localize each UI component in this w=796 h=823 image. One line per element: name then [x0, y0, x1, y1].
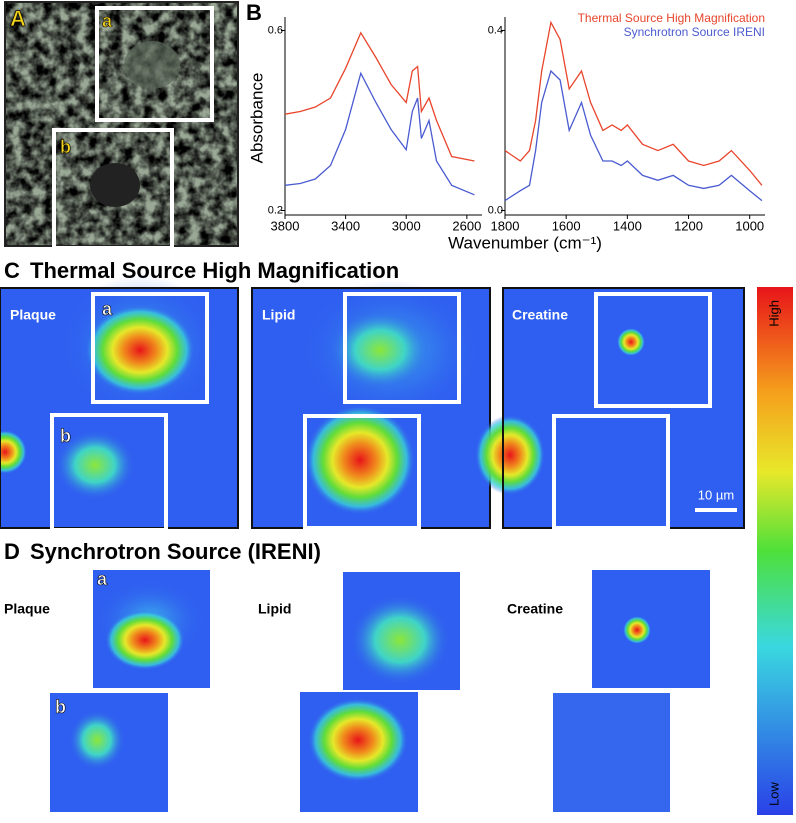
legend-entry: Synchrotron Source IRENI [624, 25, 765, 39]
section-title: Thermal Source High Magnification [30, 258, 399, 283]
section-title: Synchrotron Source (IRENI) [30, 539, 321, 564]
inset-label: a [97, 569, 108, 589]
x-tick-label: 3400 [331, 218, 360, 233]
map-label: Plaque [10, 307, 56, 323]
inset-label: b [60, 426, 71, 446]
y-tick-label: 0.2 [268, 204, 283, 216]
panel-a-image [4, 1, 239, 250]
inset-label: a [102, 11, 113, 31]
x-tick-label: 1800 [491, 218, 520, 233]
inset-label: b [60, 137, 71, 157]
spectrum-line [284, 71, 475, 196]
x-axis-label: Wavenumber (cm⁻¹) [448, 233, 602, 252]
panel-label: A [10, 6, 26, 31]
legend-entry: Thermal Source High Magnification [578, 11, 765, 25]
y-tick-label: 0.0 [488, 204, 503, 216]
panel-label: B [246, 0, 262, 25]
x-tick-label: 1600 [552, 218, 581, 233]
map-label: Lipid [258, 601, 291, 617]
spectra: 0.2 0.6 3800 3400 3000 2600 0.0 0.4 1800 1600 1400… [268, 11, 765, 233]
x-tick-label: 1000 [735, 218, 764, 233]
spectrum-line [504, 20, 763, 186]
inset-label: a [102, 299, 113, 319]
x-tick-label: 3000 [392, 218, 421, 233]
y-tick-label: 0.6 [268, 24, 283, 36]
x-tick-label: 3800 [271, 218, 300, 233]
inset-label: b [55, 697, 66, 717]
map-label: Creatine [512, 307, 568, 323]
heatmap [475, 287, 745, 530]
map-label: Lipid [262, 307, 295, 323]
x-tick-label: 1200 [674, 218, 703, 233]
map-label: Creatine [507, 601, 563, 617]
map-label: Plaque [4, 601, 50, 617]
panel-label: C [4, 258, 20, 283]
colorbar [757, 287, 793, 815]
spectrum-line [284, 31, 475, 162]
y-tick-label: 0.4 [488, 24, 503, 36]
scale-bar-label: 10 µm [698, 487, 734, 502]
x-tick-label: 1400 [613, 218, 642, 233]
y-axis-label: Absorbance [247, 73, 266, 164]
heatmap [251, 280, 491, 530]
spectrum-line [504, 69, 763, 202]
x-tick-label: 2600 [452, 218, 481, 233]
panel-label: D [4, 539, 20, 564]
colorbar-low: Low [766, 782, 781, 806]
colorbar-high: High [766, 300, 781, 327]
heatmap [50, 570, 710, 812]
heatmap [0, 275, 239, 532]
